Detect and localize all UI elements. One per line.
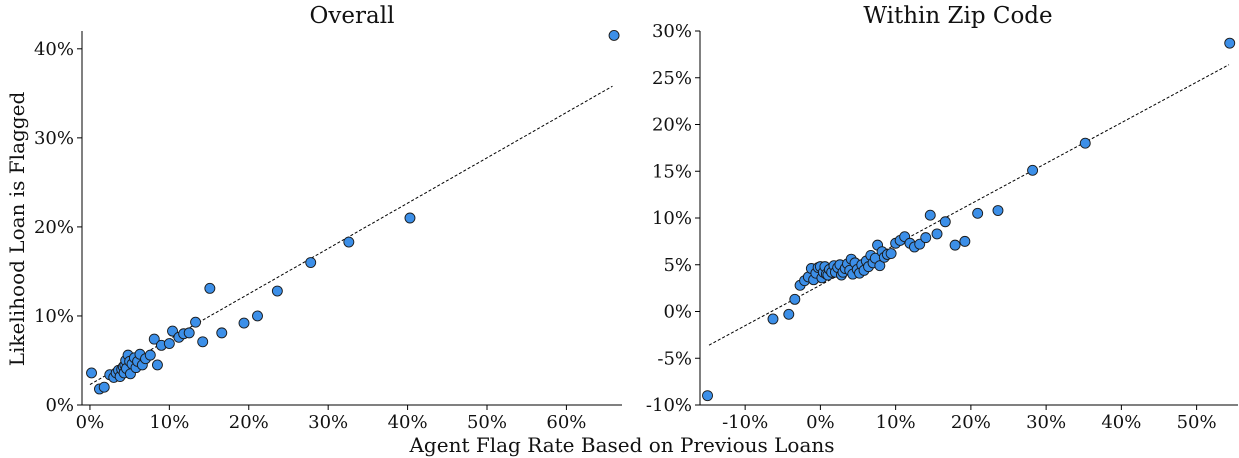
data-point xyxy=(343,236,355,248)
chart-panel-overall: Overall 0% 10% 20% 30% 40% 50% 60% 0% 10% 20% 30% 4… xyxy=(34,3,622,433)
data-point xyxy=(874,260,886,272)
x-tick-label: 50% xyxy=(467,412,507,433)
x-tick-label: 0% xyxy=(806,412,835,433)
y-tick-label: 0% xyxy=(45,395,74,416)
data-point xyxy=(1079,137,1091,149)
x-tick-label: 30% xyxy=(1026,412,1066,433)
data-point xyxy=(783,308,795,320)
data-point xyxy=(608,30,620,41)
y-tick-label: 0% xyxy=(663,302,692,323)
y-tick-label: 10% xyxy=(652,208,692,229)
y-tick-label: 30% xyxy=(34,128,74,149)
y-tick-label: 30% xyxy=(652,21,692,42)
x-tick-label: -10% xyxy=(722,412,768,433)
y-tick-label: 25% xyxy=(652,68,692,89)
y-axis-label: Likelihood Loan is Flagged xyxy=(5,92,29,367)
y-tick-label: -5% xyxy=(657,348,692,369)
x-tick-label: 50% xyxy=(1177,412,1217,433)
data-point xyxy=(86,367,97,379)
data-point xyxy=(972,207,984,219)
y-tick-label: 20% xyxy=(34,217,74,238)
data-point xyxy=(1027,164,1039,176)
data-point xyxy=(789,293,801,305)
x-tick-label: 0% xyxy=(76,412,105,433)
x-tick-label: 10% xyxy=(876,412,916,433)
chart-title: Overall xyxy=(310,3,395,29)
chart-panel-within-zip-code: Within Zip Code -10% 0% 10% 20% 30% 40% 50% -10… xyxy=(646,3,1238,433)
y-tick-label: -10% xyxy=(646,395,692,416)
data-point xyxy=(183,327,195,339)
data-point xyxy=(305,257,317,268)
y-tick-label: 5% xyxy=(663,255,692,276)
data-point xyxy=(1224,37,1236,49)
trend-line xyxy=(708,64,1230,346)
data-point xyxy=(151,359,163,371)
x-tick-label: 20% xyxy=(951,412,991,433)
data-point xyxy=(924,209,936,221)
y-tick-label: 40% xyxy=(34,39,74,60)
data-point xyxy=(959,235,971,247)
data-point xyxy=(992,205,1004,216)
x-tick-label: 40% xyxy=(1101,412,1141,433)
x-tick-label: 10% xyxy=(149,412,189,433)
data-point xyxy=(190,316,202,328)
x-tick-label: 30% xyxy=(308,412,348,433)
data-point xyxy=(216,327,228,339)
data-point xyxy=(238,317,250,329)
data-point xyxy=(885,248,897,259)
data-point xyxy=(252,310,263,322)
data-point xyxy=(148,333,160,345)
x-tick-label: 40% xyxy=(388,412,428,433)
data-point xyxy=(767,313,779,325)
chart-title: Within Zip Code xyxy=(863,3,1052,29)
data-point xyxy=(949,239,961,251)
data-point xyxy=(404,212,416,224)
data-point xyxy=(163,338,175,350)
data-point xyxy=(939,216,951,228)
data-point xyxy=(702,390,713,402)
x-tick-label: 20% xyxy=(229,412,269,433)
y-tick-label: 10% xyxy=(34,306,74,327)
data-point xyxy=(271,285,283,297)
data-point xyxy=(98,381,110,393)
data-point xyxy=(144,349,156,361)
y-tick-label: 15% xyxy=(652,161,692,182)
data-point xyxy=(931,228,943,240)
y-tick-label: 20% xyxy=(652,115,692,136)
data-point xyxy=(197,336,209,348)
data-point xyxy=(920,232,932,244)
x-tick-label: 60% xyxy=(546,412,586,433)
data-point xyxy=(204,282,216,294)
x-axis-label: Agent Flag Rate Based on Previous Loans xyxy=(408,433,834,457)
